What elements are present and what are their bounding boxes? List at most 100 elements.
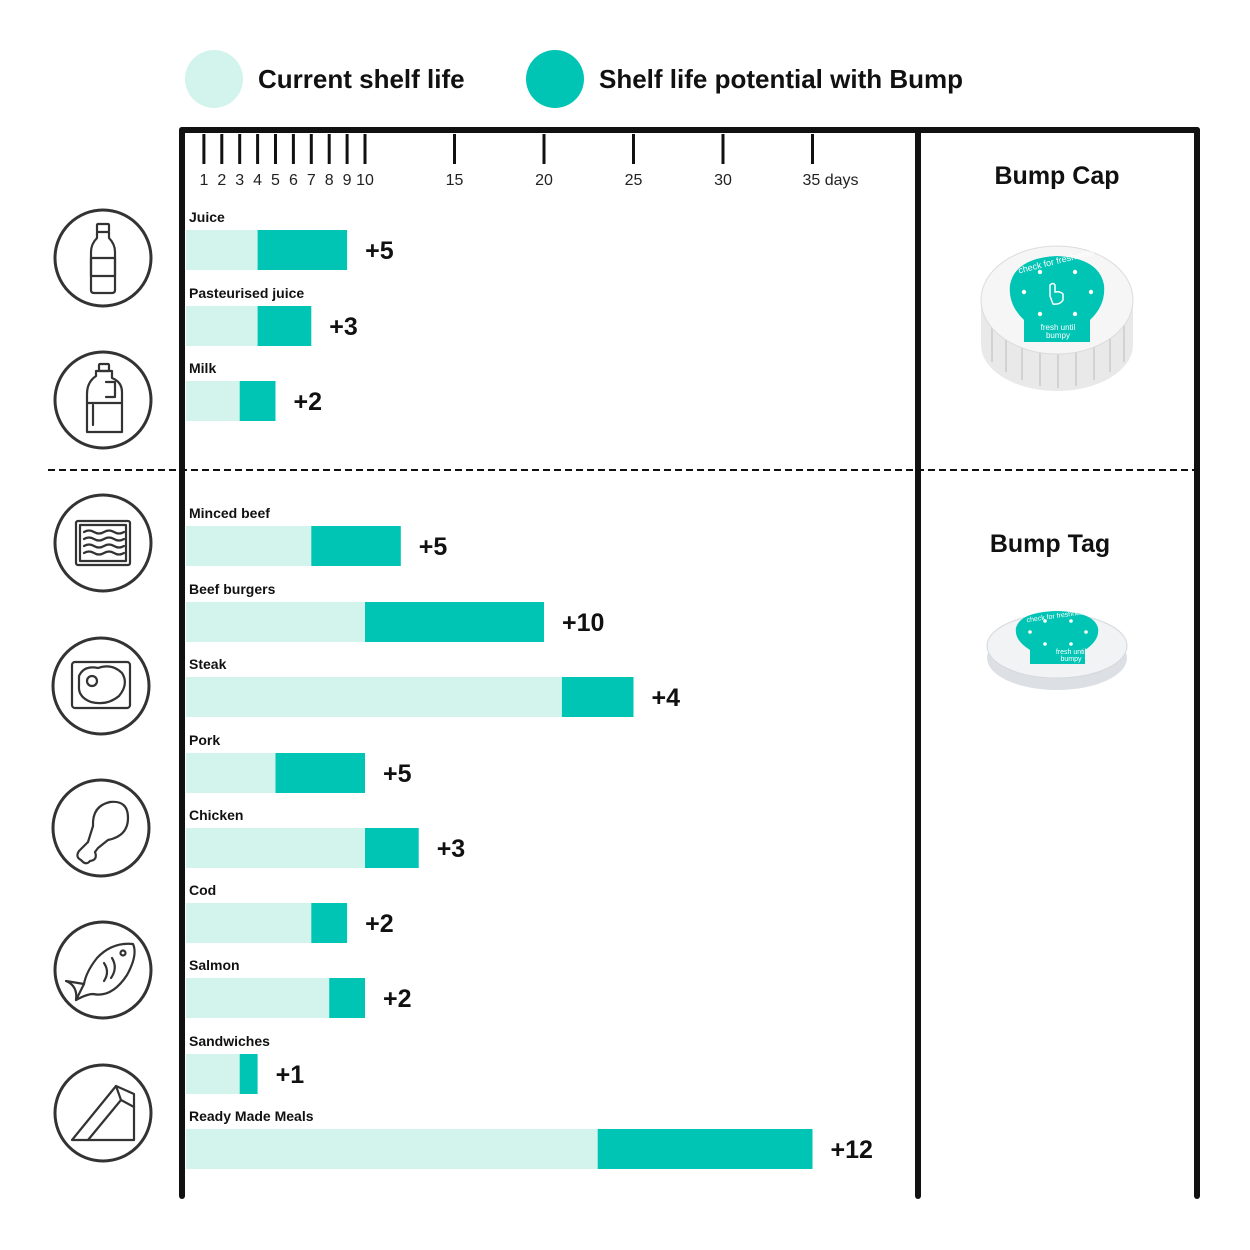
bar-row: Milk +2: [186, 360, 322, 421]
bar-potential: [275, 753, 365, 793]
bar-current: [186, 381, 240, 421]
bump-tag-image: check for freshness fresh until bumpy: [986, 609, 1128, 690]
bar-row: Pasteurised juice +3: [186, 285, 358, 346]
bump-cap-image: check for freshness fresh until bumpy: [980, 245, 1134, 391]
gain-label: +5: [365, 237, 394, 265]
bar-potential: [257, 230, 348, 270]
bar-row: Sandwiches +1: [186, 1033, 304, 1094]
bar-row: Beef burgers +10: [186, 581, 604, 642]
bar-current: [186, 978, 330, 1018]
category-label: Ready Made Meals: [189, 1108, 314, 1124]
bar-current: [186, 828, 365, 868]
gain-label: +5: [419, 533, 448, 561]
gain-label: +1: [276, 1061, 305, 1089]
bar-current: [186, 1129, 598, 1169]
legend: Current shelf life Shelf life potential …: [185, 50, 963, 108]
bottle-icon: [53, 208, 153, 308]
bar-potential: [311, 903, 348, 943]
bump-cap-label-fresh: fresh until: [1041, 323, 1076, 332]
bar-row: Salmon +2: [186, 957, 412, 1018]
bar-current: [186, 602, 365, 642]
bar-row: Cod +2: [186, 882, 394, 943]
x-tick-label: 4: [253, 172, 262, 189]
x-tick-label: 25: [625, 172, 643, 189]
x-tick-label: 7: [307, 172, 316, 189]
x-tick-label: 3: [235, 172, 244, 189]
gain-label: +10: [562, 609, 604, 637]
bars: Juice +5 Pasteurised juice +3 Milk +2 Minced b…: [186, 209, 873, 1169]
bump-cap-panel: Bump Cap check for freshness fresh until…: [980, 162, 1134, 391]
x-tick-label: 8: [325, 172, 334, 189]
bar-potential: [365, 828, 419, 868]
bump-tag-panel: Bump Tag check for freshness fresh until…: [986, 530, 1128, 690]
bar-row: Steak +4: [186, 656, 680, 717]
legend-label-potential: Shelf life potential with Bump: [599, 64, 963, 94]
sandwich-icon: [53, 1063, 153, 1163]
x-tick-label: 1: [199, 172, 208, 189]
milk-jug-icon: [53, 350, 153, 450]
x-tick-label: 20: [535, 172, 553, 189]
gain-label: +2: [383, 985, 412, 1013]
gain-label: +3: [329, 313, 358, 341]
bar-current: [186, 677, 562, 717]
x-tick-label: 10: [356, 172, 374, 189]
bar-row: Ready Made Meals +12: [186, 1108, 873, 1169]
category-label: Cod: [189, 882, 216, 898]
bar-potential: [365, 602, 544, 642]
category-label: Pasteurised juice: [189, 285, 304, 301]
bar-potential: [239, 381, 276, 421]
steak-icon: [51, 636, 151, 736]
category-label: Pork: [189, 732, 220, 748]
bar-current: [186, 903, 312, 943]
x-tick-label: 35 days: [803, 172, 859, 189]
gain-label: +2: [365, 910, 394, 938]
x-tick-label: 30: [714, 172, 732, 189]
gain-label: +3: [437, 835, 466, 863]
bar-potential: [257, 306, 312, 346]
bump-cap-label-bumpy: bumpy: [1046, 331, 1070, 340]
gain-label: +2: [294, 388, 323, 416]
legend-swatch-potential: [526, 50, 584, 108]
bar-current: [186, 753, 276, 793]
category-icons: [51, 208, 153, 1163]
bar-potential: [311, 526, 401, 566]
category-label: Sandwiches: [189, 1033, 270, 1049]
bump-tag-label-fresh: fresh until: [1056, 649, 1087, 656]
category-label: Juice: [189, 209, 225, 225]
bar-potential: [561, 677, 634, 717]
bar-row: Chicken +3: [186, 807, 465, 868]
category-label: Milk: [189, 360, 216, 376]
x-tick-label: 2: [217, 172, 226, 189]
x-tick-label: 6: [289, 172, 298, 189]
legend-swatch-current: [185, 50, 243, 108]
x-tick-label: 5: [271, 172, 280, 189]
x-axis-ticks: 1 2 3 4 5 6 7 8 9 10 15 20 25 30 35 days: [199, 134, 859, 189]
category-label: Chicken: [189, 807, 243, 823]
bar-row: Pork +5: [186, 732, 412, 793]
x-tick-label: 15: [446, 172, 464, 189]
gain-label: +4: [652, 684, 681, 712]
category-label: Beef burgers: [189, 581, 276, 597]
legend-label-current: Current shelf life: [258, 64, 465, 94]
category-label: Steak: [189, 656, 227, 672]
chart-frame: [179, 127, 1200, 1199]
bar-potential: [329, 978, 365, 1018]
category-label: Minced beef: [189, 505, 270, 521]
bump-tag-title: Bump Tag: [990, 530, 1110, 558]
bar-row: Juice +5: [186, 209, 394, 270]
bar-current: [186, 526, 312, 566]
x-tick-label: 9: [343, 172, 352, 189]
gain-label: +12: [831, 1136, 873, 1164]
bar-current: [186, 306, 258, 346]
bump-tag-label-bumpy: bumpy: [1060, 656, 1082, 663]
category-label: Salmon: [189, 957, 240, 973]
gain-label: +5: [383, 760, 412, 788]
bump-cap-title: Bump Cap: [995, 162, 1120, 190]
fish-icon: [53, 920, 153, 1020]
chicken-leg-icon: [51, 778, 151, 878]
bar-current: [186, 1054, 240, 1094]
bar-current: [186, 230, 258, 270]
bar-row: Minced beef +5: [186, 505, 447, 566]
minced-meat-icon: [53, 493, 153, 593]
